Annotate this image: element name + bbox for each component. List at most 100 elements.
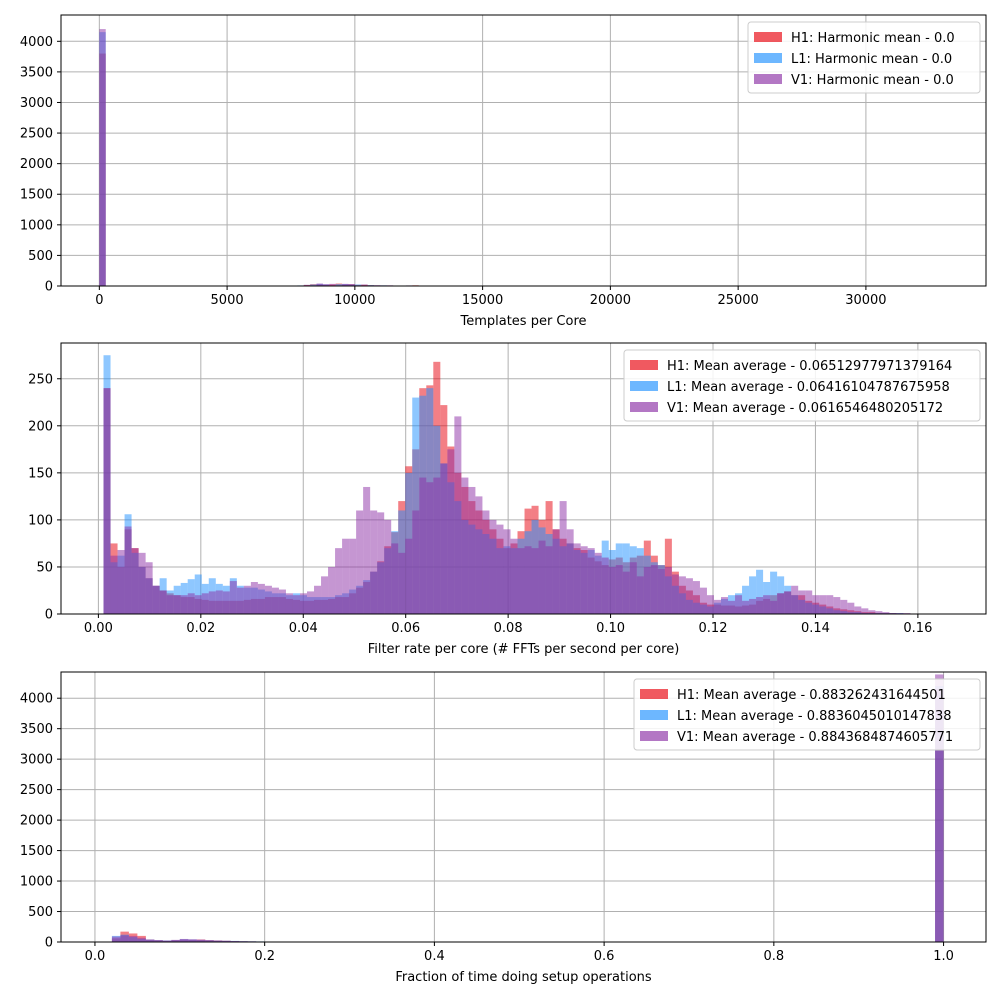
x-tick-label: 0.08 [494,621,523,636]
histogram-bar [349,538,357,614]
histogram-bar [503,529,511,614]
histogram-bar [188,939,197,942]
histogram-bar [608,566,616,614]
y-tick-label: 0 [45,608,53,623]
histogram-bar [314,585,322,614]
y-tick-label: 3000 [20,96,53,111]
histogram-bar [257,583,265,614]
histogram-bar [728,600,736,614]
legend-swatch [630,360,658,370]
histogram-bar [566,529,574,614]
histogram-bar [882,612,890,614]
histogram-bar [356,510,364,614]
histogram-bar [264,585,272,614]
histogram-bar [475,496,483,614]
y-tick-label: 2000 [20,157,53,172]
histogram-bar [145,939,155,942]
histogram-bar [348,284,355,286]
series-L1 [99,32,477,287]
histogram-bar [777,593,785,614]
histogram-bar [510,538,518,614]
histogram-bar [587,548,595,614]
legend-label: H1: Mean average - 0.06512977971379164 [667,359,952,374]
histogram-bar [285,593,293,614]
legend: H1: Mean average - 0.06512977971379164 L1… [623,349,981,422]
legend: H1: Harmonic mean - 0.0 L1: Harmonic mean… [747,21,981,94]
histogram-bar [196,939,206,942]
histogram-bar [110,555,118,614]
histogram-bar [742,585,750,614]
legend-label: H1: Mean average - 0.883262431644501 [677,688,946,703]
histogram-bar [468,486,476,614]
histogram-bar [706,595,714,614]
histogram-bar [152,585,160,614]
histogram-bar [678,576,686,614]
histogram-bar [201,593,209,614]
histogram-bar [756,569,764,614]
histogram-bar [243,585,251,614]
histogram-bar [370,510,378,614]
histogram-bar [213,940,223,942]
histogram-bar [342,538,350,614]
histogram-bar [770,571,778,614]
histogram-bar [489,519,497,614]
histogram-bar [531,548,539,614]
x-tick-label: 0.00 [84,621,113,636]
x-tick-label: 0.6 [594,949,615,964]
x-tick-label: 0.4 [424,949,445,964]
histogram-bar [137,937,146,942]
histogram-bar [205,940,214,942]
histogram-bar [861,608,869,614]
histogram-bar [629,562,637,614]
y-tick-label: 500 [28,249,53,264]
histogram-bar [819,595,827,614]
histogram-bar [749,576,757,614]
legend-label: V1: Harmonic mean - 0.0 [791,73,954,88]
x-tick-label: 5000 [211,293,244,308]
histogram-bar [171,939,180,942]
y-tick-label: 2500 [20,127,53,142]
x-tick-label: 0.0 [85,949,106,964]
histogram-bar [763,595,771,614]
histogram-bar [179,938,189,942]
legend-swatch [754,74,782,84]
x-tick-label: 0 [95,293,103,308]
x-tick-label: 0.12 [699,621,728,636]
histogram-bar [342,283,349,286]
histogram-bar [322,284,330,286]
histogram-bar [447,449,455,614]
histogram-bar [461,477,469,614]
histogram-bar [329,283,336,286]
histogram-bar [713,599,721,614]
histogram-bar [812,595,820,614]
y-tick-label: 3500 [20,722,53,737]
histogram-bar [405,538,413,614]
histogram-bar [354,284,362,286]
histogram-bar [120,935,129,942]
x-axis-title: Templates per Core [459,314,586,329]
histogram-bar [854,606,862,614]
axes-frame [60,14,987,287]
histogram-bar [131,548,139,614]
y-tick-label: 3500 [20,65,53,80]
histogram-bar [292,595,300,614]
histogram-bar [278,589,286,614]
histogram-bar [316,283,323,286]
histogram-bar [524,546,532,614]
histogram-bar [391,543,399,614]
histogram-bar [307,591,315,614]
histogram-bar [398,552,406,614]
legend-label: L1: Mean average - 0.06416104787675958 [667,380,950,395]
histogram-bar [299,593,308,614]
series-V1 [99,29,470,286]
histogram-bar [138,552,146,614]
histogram-bar [742,600,750,614]
y-tick-label: 4000 [20,35,53,50]
x-tick-label: 15000 [462,293,503,308]
histogram-bar [664,566,672,614]
histogram-bar [833,597,841,614]
histogram-bar [784,591,792,614]
y-tick-label: 4000 [20,692,53,707]
histogram-bar [208,591,216,614]
legend-box [747,21,981,94]
